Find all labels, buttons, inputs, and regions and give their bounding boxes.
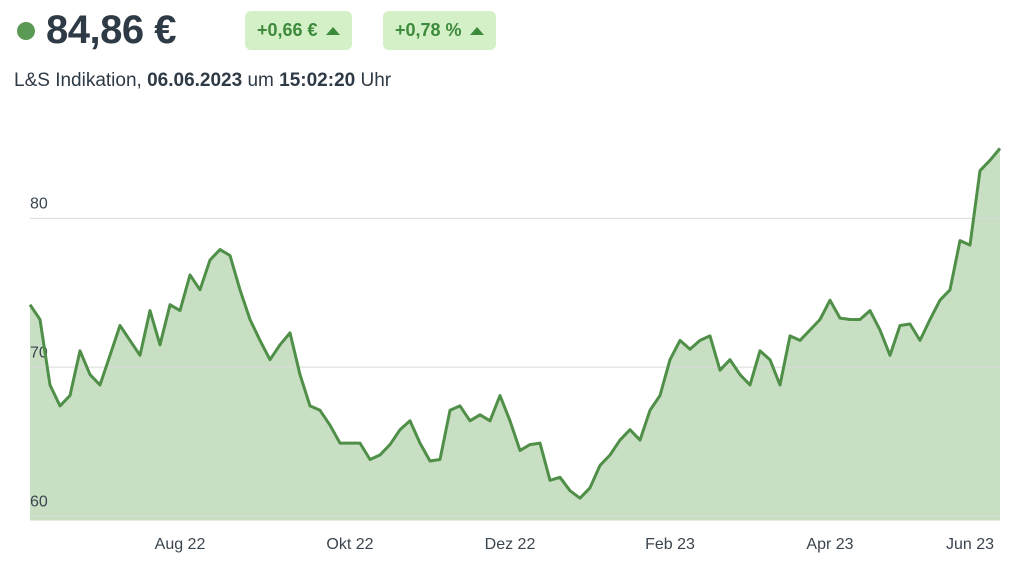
x-tick-label: Feb 23 (645, 536, 695, 553)
status-dot (17, 22, 35, 40)
change-pct: +0,78 % (395, 20, 462, 40)
uhr: Uhr (360, 70, 392, 91)
y-tick-label: 80 (30, 196, 48, 213)
area-fill (30, 148, 1000, 521)
change-abs: +0,66 € (257, 20, 318, 40)
header: 84,86 € +0,66 € +0,78 % L&S Indikation, … (0, 0, 1024, 100)
y-tick-label: 60 (30, 493, 48, 510)
x-tick-label: Jun 23 (946, 536, 994, 553)
x-tick-label: Dez 22 (485, 536, 536, 553)
price: 84,86 € (46, 8, 176, 52)
x-tick-label: Apr 23 (806, 536, 853, 553)
price-line (28, 147, 1002, 500)
indication: L&S Indikation, 06.06.2023 um 15:02:20 U… (14, 70, 391, 92)
up-arrow (469, 26, 484, 35)
date: 06.06.2023 (147, 70, 243, 91)
change-pct-badge: +0,78 % (383, 11, 496, 50)
up-arrow (325, 26, 340, 35)
um: um (247, 70, 274, 91)
change-abs-badge: +0,66 € (245, 11, 352, 50)
indication-label: L&S Indikation, (14, 70, 142, 91)
x-tick-label: Aug 22 (155, 536, 206, 553)
time: 15:02:20 (279, 70, 356, 91)
x-tick-label: Okt 22 (326, 536, 373, 553)
